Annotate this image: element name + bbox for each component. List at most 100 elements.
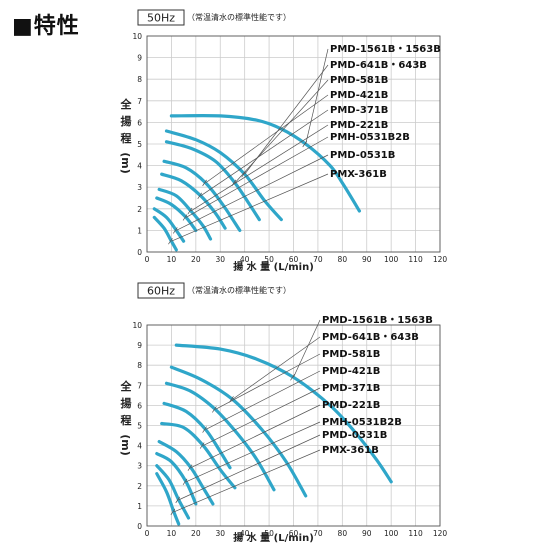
- y-tick-label: 2: [137, 205, 142, 214]
- x-tick-label: 20: [191, 255, 201, 264]
- curve-pmd-0531b: [155, 464, 191, 520]
- x-tick-label: 80: [338, 255, 348, 264]
- y-axis-label-char: 程: [121, 413, 132, 427]
- y-axis-unit: (m): [119, 434, 132, 456]
- x-tick-label: 110: [408, 529, 423, 538]
- series-label: PMD-221B: [322, 400, 380, 411]
- leader-line: [176, 154, 329, 231]
- y-tick-label: 9: [137, 54, 142, 63]
- series-label: PMD-421B: [330, 90, 388, 101]
- x-tick-label: 60: [289, 529, 299, 538]
- y-axis-label-char: 程: [121, 131, 132, 145]
- leader-line: [244, 64, 329, 175]
- leader-tick: [199, 442, 205, 449]
- leader-tick: [182, 214, 188, 221]
- leader-tick: [212, 406, 217, 413]
- series-label: PMD-1561B・1563B: [330, 44, 441, 55]
- curve-pmx-361b: [155, 472, 181, 526]
- series-label: PMD-371B: [330, 105, 388, 116]
- series-label: PMD-221B: [330, 120, 388, 131]
- curve-pmd-1561b-1563b: [169, 113, 361, 213]
- y-tick-label: 9: [137, 341, 142, 350]
- curve-pmd-1561b-1563b: [174, 343, 393, 484]
- y-tick-label: 2: [137, 482, 142, 491]
- leader-line: [200, 109, 329, 197]
- y-tick-label: 5: [137, 422, 142, 431]
- leader-line: [232, 336, 321, 400]
- curve-pmd-641b-643b: [164, 129, 283, 222]
- plot-frame: [146, 324, 441, 527]
- x-tick-label: 120: [433, 255, 448, 264]
- x-tick-label: 110: [408, 255, 423, 264]
- leader-line: [171, 173, 329, 242]
- leader-line: [205, 370, 321, 430]
- leader-line: [173, 449, 321, 513]
- leader-tick: [197, 192, 203, 200]
- y-axis-label-char: 揚: [121, 114, 132, 128]
- leader-line: [205, 94, 329, 184]
- y-tick-label: 7: [137, 97, 142, 106]
- y-tick-label: 1: [137, 226, 142, 235]
- x-tick-label: 120: [433, 529, 448, 538]
- y-axis-label-char: 揚: [121, 396, 132, 410]
- x-tick-label: 70: [313, 529, 323, 538]
- x-tick-label: 10: [167, 529, 177, 538]
- y-tick-label: 6: [137, 401, 142, 410]
- leader-tick: [290, 374, 295, 381]
- y-tick-label: 10: [132, 32, 142, 41]
- x-tick-label: 50: [264, 529, 274, 538]
- frequency-box: [137, 282, 185, 299]
- leader-line: [234, 79, 329, 184]
- leader-tick: [173, 227, 178, 234]
- leader-tick: [202, 426, 207, 433]
- curve-pmh-0531b2b: [155, 196, 198, 232]
- x-tick-label: 0: [145, 255, 150, 264]
- x-tick-label: 90: [362, 529, 372, 538]
- y-axis-label-char: 全: [120, 379, 133, 393]
- x-tick-label: 0: [145, 529, 150, 538]
- y-tick-label: 5: [137, 140, 142, 149]
- x-axis-label: 揚 水 量 (L/min): [233, 260, 314, 273]
- series-label: PMD-421B: [322, 366, 380, 377]
- curve-pmd-221b: [157, 187, 213, 241]
- leader-tick: [187, 464, 193, 471]
- x-tick-label: 90: [362, 255, 372, 264]
- x-tick-label: 40: [240, 255, 250, 264]
- x-axis-label: 揚 水 量 (L/min): [233, 531, 314, 544]
- x-tick-label: 70: [313, 255, 323, 264]
- x-tick-label: 100: [384, 529, 399, 538]
- frequency-box: [137, 9, 185, 26]
- curve-pmd-221b: [157, 440, 215, 506]
- leader-tick: [182, 478, 188, 485]
- leader-line: [215, 353, 321, 410]
- curve-pmd-0531b: [152, 207, 186, 243]
- x-tick-label: 10: [167, 255, 177, 264]
- leader-tick: [175, 496, 181, 504]
- series-label: PMH-0531B2B: [322, 417, 402, 428]
- leader-tick: [168, 238, 173, 245]
- y-tick-label: 8: [137, 361, 142, 370]
- curve-pmd-581b: [164, 140, 261, 222]
- chart-title: 50Hz: [147, 12, 175, 25]
- series-label: PMD-641B・643B: [322, 332, 419, 343]
- leader-line: [190, 404, 321, 469]
- leader-tick: [202, 179, 207, 187]
- curve-pmx-361b: [152, 215, 178, 252]
- x-tick-label: 30: [215, 529, 225, 538]
- y-tick-label: 8: [137, 75, 142, 84]
- series-label: PMD-641B・643B: [330, 60, 427, 71]
- leader-line: [178, 434, 321, 501]
- x-tick-label: 30: [215, 255, 225, 264]
- chart-subtitle: （常温清水の標準性能です）: [187, 12, 291, 22]
- x-tick-label: 60: [289, 255, 299, 264]
- section-heading: ■特性: [12, 14, 80, 39]
- x-tick-label: 20: [191, 529, 201, 538]
- leader-line: [190, 124, 329, 212]
- leader-line: [305, 48, 329, 145]
- series-label: PMD-371B: [322, 383, 380, 394]
- x-tick-label: 40: [240, 529, 250, 538]
- y-tick-label: 1: [137, 502, 142, 511]
